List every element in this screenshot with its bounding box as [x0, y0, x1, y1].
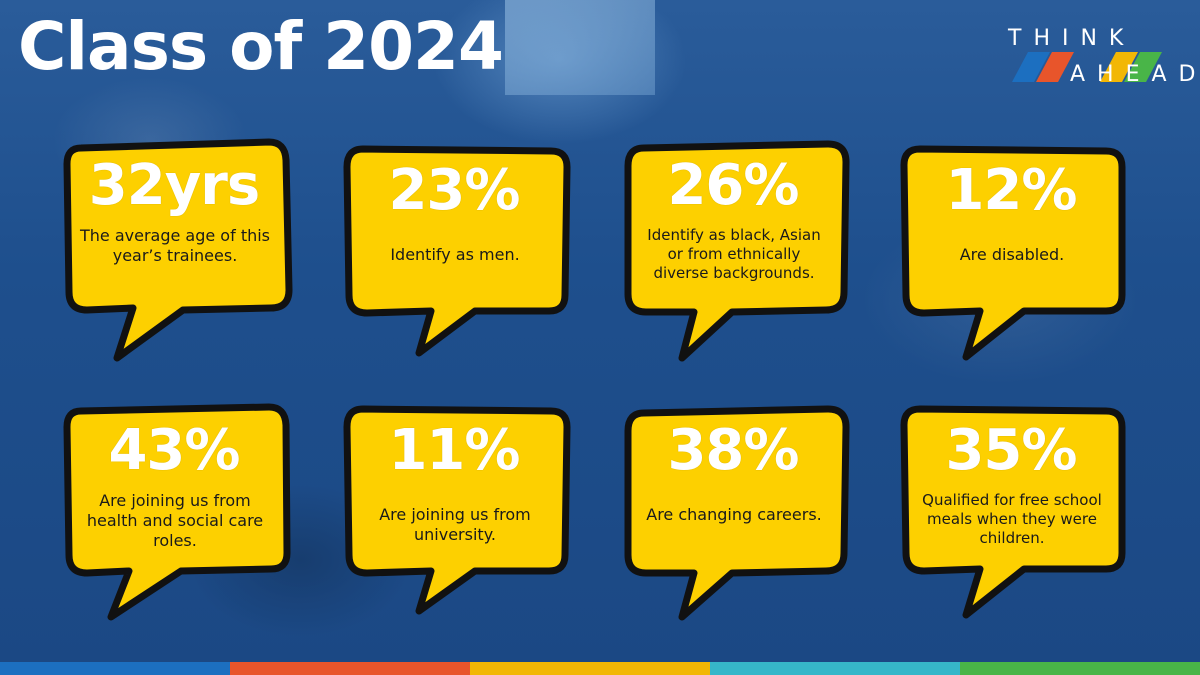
stat-value: 35%	[945, 418, 1077, 483]
stat-bubble-ethnicity: 26% Identify as black, Asian or from eth…	[622, 140, 862, 370]
speech-bubble-shape	[624, 140, 850, 362]
stat-value: 32yrs	[88, 153, 260, 218]
stat-description: The average age of this year’s trainees.	[79, 226, 271, 265]
speech-bubble-shape	[343, 405, 571, 615]
stat-description: Identify as men.	[390, 245, 520, 264]
stripe-segment-yellow	[470, 662, 710, 675]
stat-description: Are joining us from health and social ca…	[86, 491, 264, 550]
speech-bubble-shape	[63, 138, 293, 362]
stripe-segment-green	[960, 662, 1200, 675]
stat-description: Are joining us from university.	[379, 505, 531, 544]
bottom-color-stripe	[0, 662, 1200, 675]
speech-bubble-shape	[624, 405, 850, 621]
stat-bubble-health-social-care: 43% Are joining us from health and socia…	[63, 403, 303, 635]
stat-value: 26%	[667, 153, 799, 218]
stripe-segment-blue	[0, 662, 230, 675]
stat-value: 11%	[388, 418, 520, 483]
think-ahead-logo: THINK AHEAD	[1000, 22, 1195, 97]
projector-screen	[505, 0, 655, 95]
stripe-segment-orange	[230, 662, 470, 675]
speech-bubble-shape	[343, 145, 571, 357]
stat-bubble-free-school-meals: 35% Qualified for free school meals when…	[900, 405, 1140, 635]
speech-bubble-shape	[900, 145, 1126, 361]
stat-value: 12%	[945, 158, 1077, 223]
logo-word-think: THINK	[1008, 26, 1136, 51]
speech-bubble-shape	[900, 405, 1126, 619]
stat-value: 38%	[667, 418, 799, 483]
page-title: Class of 2024	[18, 8, 504, 85]
stat-bubble-university: 11% Are joining us from university.	[343, 405, 583, 635]
stat-description: Are changing careers.	[646, 505, 822, 524]
speech-bubble-shape	[63, 403, 291, 621]
stat-value: 23%	[388, 158, 520, 223]
logo-word-ahead: AHEAD	[1070, 62, 1200, 87]
stripe-segment-teal	[710, 662, 960, 675]
stat-bubble-average-age: 32yrs The average age of this year’s tra…	[63, 138, 303, 370]
stat-bubble-men: 23% Identify as men.	[343, 145, 583, 375]
logo-rainbow-stripes	[1012, 52, 1162, 82]
stat-bubble-disabled: 12% Are disabled.	[900, 145, 1140, 375]
stat-description: Are disabled.	[959, 245, 1065, 264]
stat-bubble-changing-careers: 38% Are changing careers.	[622, 405, 862, 635]
stat-description: Qualified for free school meals when the…	[922, 491, 1102, 547]
stat-description: Identify as black, Asian or from ethnica…	[647, 226, 821, 282]
stat-value: 43%	[108, 418, 240, 483]
